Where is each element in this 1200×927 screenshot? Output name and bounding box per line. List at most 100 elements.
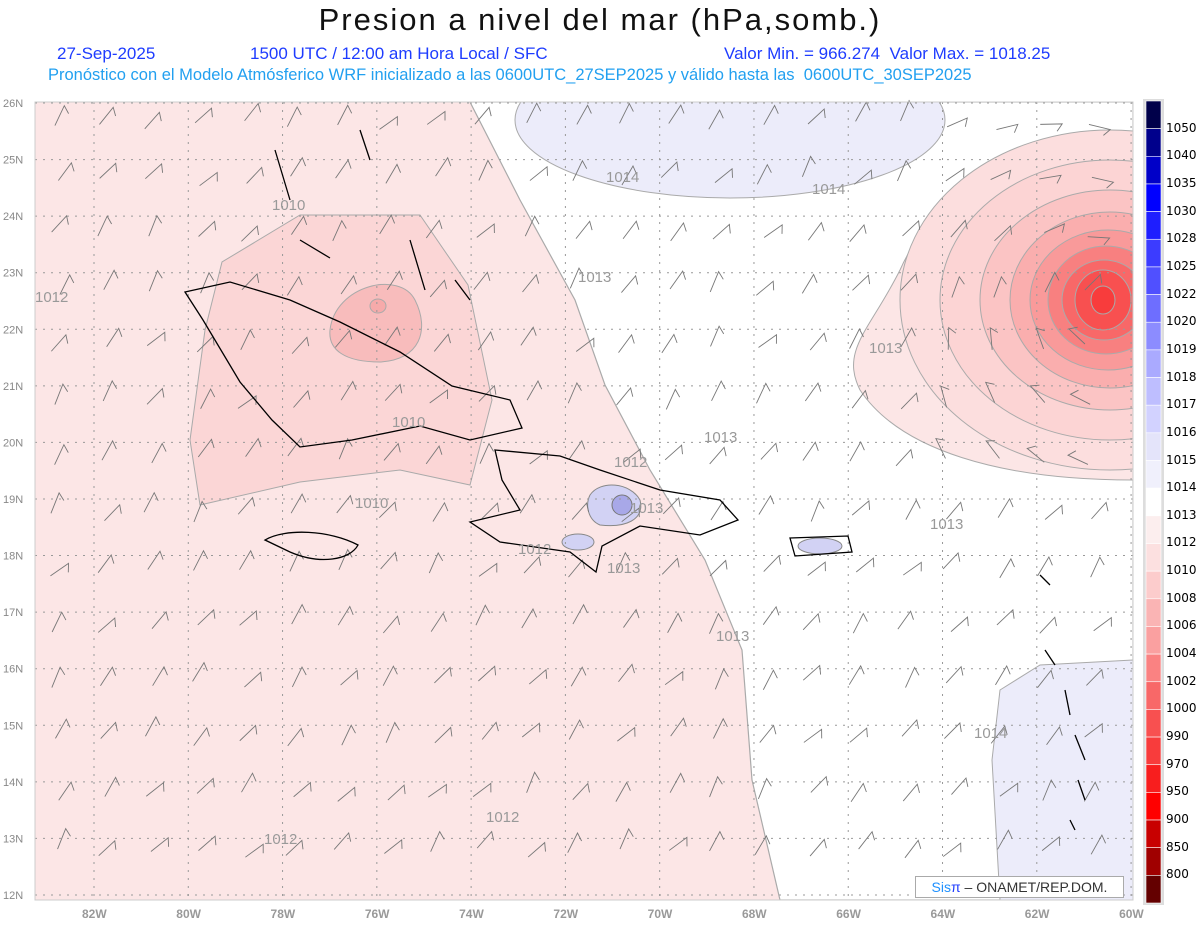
- wind-barb: [758, 494, 775, 515]
- wind-barb: [384, 838, 403, 854]
- contour-label: 1014: [812, 181, 845, 198]
- colorbar-label: 1000: [1166, 701, 1197, 716]
- contour-label: 1010: [355, 495, 388, 512]
- wind-barb: [476, 223, 495, 238]
- wind-barb: [244, 102, 262, 122]
- wind-barb: [194, 107, 213, 124]
- wind-barb: [104, 503, 122, 521]
- wind-barb: [1084, 722, 1103, 738]
- wind-barb: [200, 271, 215, 294]
- colorbar-label: 1008: [1166, 590, 1197, 605]
- wind-barb: [1035, 327, 1045, 350]
- wind-barb: [148, 214, 163, 237]
- wind-barb: [763, 554, 782, 572]
- wind-barb: [473, 271, 491, 290]
- wind-barb: [472, 782, 492, 797]
- wind-barb: [942, 842, 962, 857]
- wind-barb: [993, 275, 1007, 298]
- wind-barb: [379, 214, 396, 235]
- lat-label: 20N: [3, 437, 23, 449]
- wind-barb: [895, 448, 914, 467]
- wind-barb: [662, 497, 681, 515]
- wind-barb: [947, 326, 957, 350]
- wind-barb: [1029, 384, 1046, 403]
- wind-barb: [709, 775, 723, 798]
- wind-barb: [193, 549, 209, 571]
- wind-barb: [569, 267, 584, 289]
- colorbar-swatch: [1145, 183, 1162, 212]
- wind-barb: [763, 104, 779, 125]
- wind-barb: [1044, 271, 1060, 293]
- wind-barb: [51, 333, 69, 352]
- colorbar-swatch: [1145, 321, 1162, 351]
- wind-barb: [990, 169, 1012, 180]
- wind-barb: [246, 166, 264, 184]
- wind-barb: [661, 557, 680, 575]
- wind-barb: [434, 666, 452, 684]
- wind-barb: [196, 777, 215, 794]
- colorbar-label: 1030: [1166, 203, 1197, 218]
- wind-barb: [756, 382, 771, 404]
- forecast-info: Pronóstico con el Modelo Atmósferico WRF…: [48, 66, 972, 84]
- wind-barb: [239, 610, 258, 626]
- pressure-shading: [35, 102, 1133, 900]
- wind-barb: [1091, 501, 1109, 520]
- wind-barb: [756, 163, 772, 185]
- wind-barb: [849, 727, 868, 743]
- wind-barb: [340, 380, 357, 401]
- wind-barb: [710, 500, 727, 521]
- wind-barb: [994, 224, 1013, 242]
- lon-label: 60W: [1119, 907, 1144, 921]
- colorbar-label: 990: [1166, 729, 1189, 744]
- credit-org: – ONAMET/REP.DOM.: [960, 879, 1108, 895]
- wind-barb: [332, 219, 347, 241]
- credit-box: Sisπ – ONAMET/REP.DOM.: [915, 876, 1124, 898]
- wind-barb: [950, 219, 968, 238]
- wind-barb: [999, 557, 1015, 579]
- wind-barb: [477, 331, 495, 351]
- wind-barb: [810, 500, 825, 522]
- colorbar-label: 1050: [1166, 120, 1197, 135]
- wind-barb: [382, 615, 401, 634]
- wind-barb: [385, 163, 402, 184]
- wind-barb: [807, 561, 826, 576]
- wind-barb: [430, 830, 445, 852]
- coastlines: [183, 129, 1086, 831]
- wind-barb: [1093, 616, 1112, 632]
- coast-hispaniola: [468, 449, 740, 574]
- wind-barb: [241, 772, 257, 793]
- wind-barb: [57, 827, 71, 850]
- contour-label: 1013: [869, 340, 902, 357]
- wind-barb: [198, 220, 217, 237]
- wind-barb: [244, 671, 263, 688]
- wind-barb: [905, 499, 921, 520]
- wind-barb: [668, 836, 688, 851]
- colorbar-swatch: [1145, 626, 1162, 655]
- wind-barb: [570, 666, 587, 687]
- lon-label: 68W: [742, 907, 767, 921]
- colorbar-swatch: [1145, 570, 1162, 600]
- wind-barb: [571, 502, 590, 520]
- wind-barb: [239, 549, 255, 570]
- wind-barb: [334, 329, 353, 348]
- wind-barb: [55, 718, 71, 739]
- wind-barb: [50, 562, 69, 577]
- wind-barb: [902, 561, 922, 576]
- wind-barb: [900, 99, 915, 122]
- wind-barb: [145, 715, 161, 737]
- contour-label: 1012: [518, 541, 551, 558]
- colorbar-label: 950: [1166, 784, 1189, 799]
- wind-barb: [944, 722, 962, 739]
- sispi-logo-pi: π: [951, 879, 961, 895]
- wind-barb: [383, 442, 401, 461]
- wind-barb: [951, 777, 969, 795]
- coast-bahamas: [274, 129, 471, 301]
- wind-barb: [801, 273, 818, 294]
- wind-barb: [145, 162, 164, 180]
- contour-label: 1012: [264, 831, 297, 848]
- wind-barb: [951, 275, 965, 298]
- wind-barb: [999, 782, 1019, 797]
- wind-barb: [1041, 835, 1061, 851]
- wind-barb: [144, 111, 162, 130]
- longitude-labels: 82W 80W 78W 76W 74W 72W 70W 68W 66W 64W 62W 60W: [82, 907, 1144, 921]
